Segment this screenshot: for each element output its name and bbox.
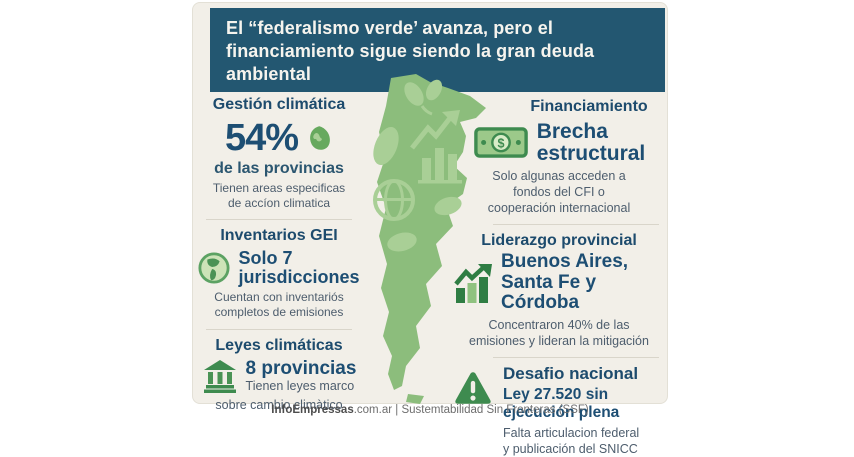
- leyes-heading: Leyes climáticas: [215, 336, 343, 354]
- dollar-glyph: $: [497, 136, 504, 150]
- leyes-desc: sobre cambio climàtico: [215, 398, 343, 413]
- footer-credit: Sustemtabilidad Sin Fronteras (SSF): [401, 404, 589, 416]
- argentina-map: [336, 74, 508, 406]
- leyes-stat: 8 provincias: [245, 357, 357, 379]
- liderazgo-stat: Buenos Aires, Santa Fe y Córdoba: [501, 251, 629, 314]
- inventarios-heading: Inventarios GEI: [220, 227, 338, 245]
- left-column: Gestión climática 54% de las provincias …: [198, 96, 360, 414]
- globe-icon: [198, 252, 231, 284]
- divider: [493, 356, 659, 358]
- tierra-del-fuego: [406, 394, 424, 404]
- liderazgo-desc: Concentraron 40% de las emisiones y lide…: [469, 317, 649, 348]
- desafio-stat: Ley 27.520 sin ejecución plena: [503, 385, 620, 421]
- section-gestion: Gestión climática 54% de las provincias …: [200, 96, 358, 211]
- argentina-silhouette: [377, 74, 486, 390]
- financiamiento-stat: Brecha estructural: [536, 119, 646, 165]
- header-banner: El “federalismo verde’ avanza, pero el f…: [210, 8, 665, 92]
- bank-icon: [202, 358, 238, 394]
- financiamiento-desc: Solo algunas acceden a fondos del CFI o …: [487, 168, 631, 215]
- trend-chart-icon: [453, 263, 493, 304]
- divider: [206, 219, 352, 221]
- section-financiamiento: Financiamiento $ Brecha estructural Solo…: [453, 98, 665, 216]
- footer-separator: |: [392, 404, 402, 416]
- gestion-stat: 54%: [224, 116, 299, 159]
- inventarios-stat: Solo 7 jurisdicciones: [238, 247, 360, 287]
- page-title: El “federalismo verde’ avanza, pero el f…: [226, 18, 595, 84]
- inventarios-desc: Cuentan con inventariós completos de emi…: [214, 290, 344, 320]
- money-icon: $: [473, 124, 529, 161]
- gestion-heading: Gestión climática: [212, 96, 346, 113]
- gestion-desc: Tienen areas especificas de accíon clima…: [212, 180, 346, 210]
- desafio-desc: Falta articulacion federal y publicación…: [503, 425, 640, 456]
- leaf-icon: [306, 123, 333, 153]
- leyes-caption: Tienen leyes marco: [245, 379, 355, 394]
- footer-brand-suffix: .com.ar: [353, 404, 393, 416]
- financiamiento-heading: Financiamiento: [530, 98, 648, 115]
- right-column: Financiamiento $ Brecha estructural Solo…: [453, 98, 665, 457]
- divider: [493, 223, 659, 225]
- section-liderazgo: Liderazgo provincial Buenos Aires, Santa…: [453, 232, 665, 349]
- desafio-heading: Desafio nacional: [503, 363, 639, 383]
- divider: [206, 328, 352, 330]
- warning-icon: [453, 370, 493, 407]
- section-leyes: Leyes climáticas 8 provincias Tienen ley…: [200, 337, 358, 414]
- map-overlay-icons: [373, 79, 462, 252]
- section-inventarios: Inventarios GEI Solo 7 jurisdicciones Cu…: [198, 227, 360, 320]
- footer: InfoEmpressas.com.ar | Sustemtabilidad S…: [192, 404, 668, 416]
- gestion-stat-sub: de las provincias: [214, 159, 344, 177]
- footer-brand: InfoEmpressas: [271, 404, 354, 416]
- liderazgo-heading: Liderazgo provincial: [481, 231, 637, 249]
